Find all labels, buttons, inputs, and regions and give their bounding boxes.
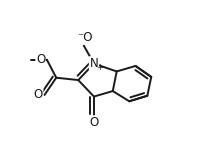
Text: N: N bbox=[89, 57, 98, 70]
Text: +: + bbox=[96, 63, 103, 72]
Text: O: O bbox=[36, 53, 45, 66]
Text: O: O bbox=[89, 116, 99, 129]
Text: ⁻O: ⁻O bbox=[78, 31, 93, 44]
Text: N: N bbox=[89, 57, 98, 70]
Text: O: O bbox=[34, 89, 43, 101]
